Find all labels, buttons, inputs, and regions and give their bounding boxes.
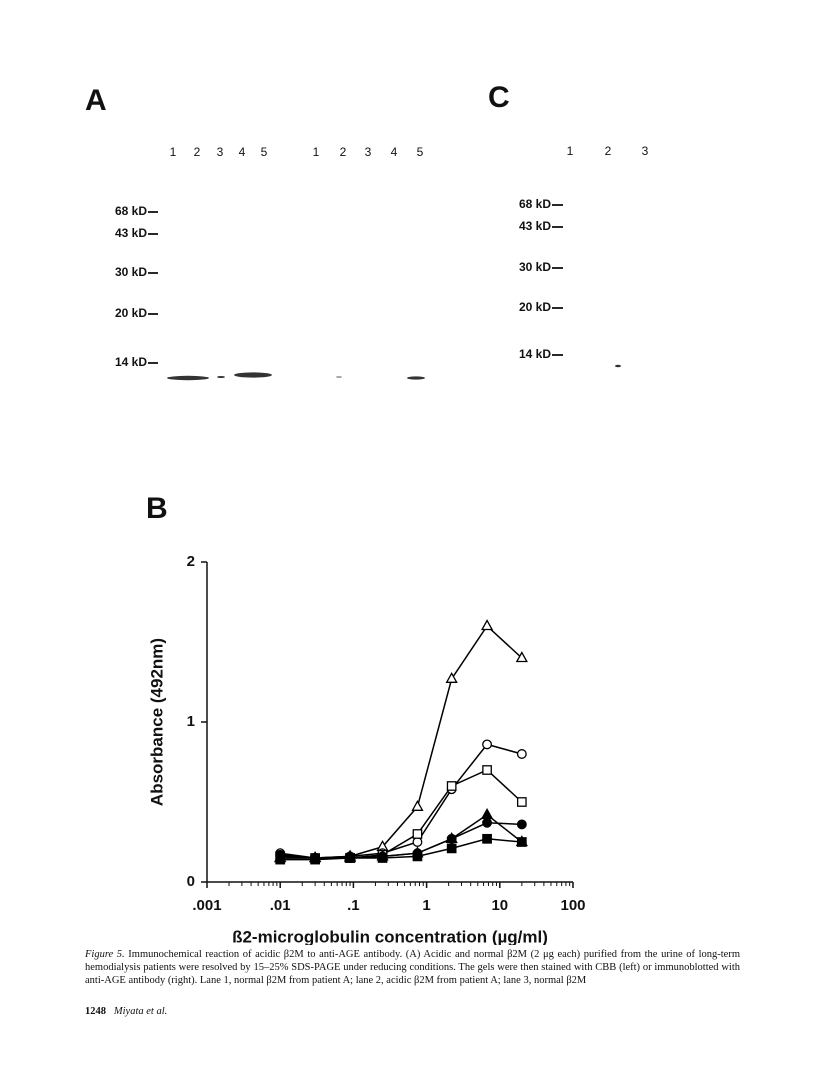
- point: [446, 833, 457, 844]
- point: [482, 817, 493, 828]
- footer: 1248 Miyata et al.: [85, 1006, 167, 1017]
- x-tick-label: .01: [270, 897, 291, 914]
- marker-label: 14 kD: [115, 355, 147, 369]
- lane-label: 3: [365, 145, 372, 159]
- lane-label: 2: [194, 145, 201, 159]
- point: [310, 854, 320, 865]
- figure: A C B ß2-microglobulin concentration (µg…: [85, 81, 649, 945]
- point: [516, 749, 527, 759]
- point: [345, 853, 355, 863]
- point: [482, 739, 493, 750]
- authors: Miyata et al.: [113, 1006, 168, 1017]
- caption: Figure 5. Immunochemical reaction of aci…: [85, 948, 740, 987]
- marker-label: 20 kD: [519, 300, 551, 314]
- lane-label: 2: [340, 145, 347, 159]
- panel-label: C: [488, 81, 510, 114]
- point: [480, 619, 494, 631]
- x-tick-label: .001: [192, 897, 221, 914]
- point: [516, 837, 527, 847]
- x-tick-label: 1: [422, 897, 430, 914]
- point: [377, 853, 388, 863]
- point: [275, 854, 286, 865]
- x-tick-label: 10: [491, 897, 508, 914]
- y-tick-label: 2: [187, 553, 195, 570]
- gel-bands: [167, 364, 621, 381]
- point: [412, 837, 423, 847]
- y-tick-label: 1: [187, 713, 195, 730]
- point: [516, 797, 527, 807]
- caption-label: Figure 5.: [85, 949, 125, 960]
- marker-label: 68 kD: [519, 197, 551, 211]
- marker-label: 30 kD: [115, 265, 147, 279]
- lane-label: 1: [170, 145, 177, 159]
- point: [412, 851, 423, 862]
- lane-label: 1: [313, 145, 320, 159]
- lane-label: 5: [417, 145, 424, 159]
- marker-label: 30 kD: [519, 260, 551, 274]
- series-line: [280, 838, 522, 861]
- page-number: 1248: [85, 1006, 106, 1017]
- point: [482, 833, 492, 844]
- x-tick-label: .1: [347, 897, 360, 914]
- panel-label: B: [146, 492, 168, 525]
- lane-label: 4: [391, 145, 398, 159]
- point: [515, 651, 528, 663]
- lane-label: 4: [239, 145, 246, 159]
- marker-label: 43 kD: [115, 226, 147, 240]
- series-line: [280, 822, 522, 859]
- point: [411, 799, 424, 811]
- lane-label: 2: [605, 144, 612, 158]
- lane-label: 3: [217, 145, 224, 159]
- marker-label: 14 kD: [519, 347, 551, 361]
- lane-label: 1: [567, 144, 574, 158]
- panel-label: A: [85, 84, 107, 117]
- x-tick-label: 100: [560, 897, 585, 914]
- point: [445, 671, 458, 683]
- point: [480, 807, 494, 819]
- lane-label: 5: [261, 145, 268, 159]
- marker-label: 43 kD: [519, 219, 551, 233]
- point: [412, 829, 423, 839]
- point: [446, 843, 457, 854]
- marker-label: 20 kD: [115, 306, 147, 320]
- point: [482, 765, 492, 775]
- marker-label: 68 kD: [115, 204, 147, 218]
- y-tick-label: 0: [187, 873, 195, 890]
- x-axis-label: ß2-microglobulin concentration (µg/ml): [232, 927, 548, 945]
- point: [446, 781, 457, 791]
- lane-label: 3: [642, 144, 649, 158]
- y-axis-label: Absorbance (492nm): [147, 638, 166, 806]
- point: [516, 819, 527, 830]
- caption-text: Immunochemical reaction of acidic β2M to…: [85, 949, 740, 986]
